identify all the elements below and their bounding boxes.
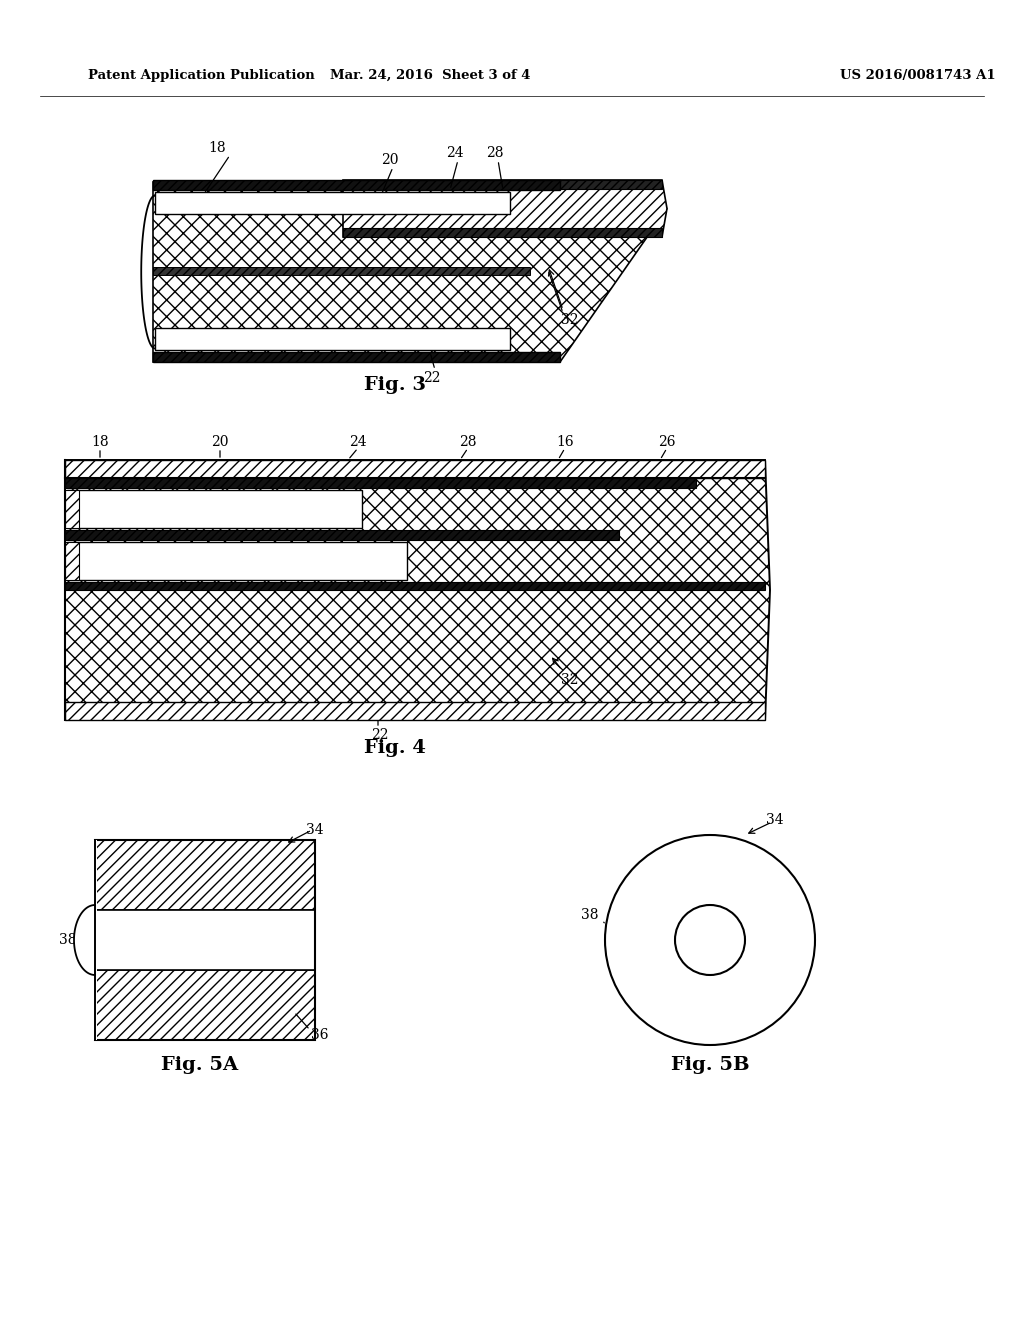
Bar — [67, 543, 407, 579]
Bar — [153, 352, 560, 362]
Bar — [67, 490, 362, 528]
Text: 22: 22 — [372, 729, 389, 742]
Bar — [95, 840, 315, 1040]
Text: Fig. 4: Fig. 4 — [365, 739, 426, 756]
Text: Patent Application Publication: Patent Application Publication — [88, 69, 314, 82]
Bar — [65, 459, 765, 478]
Text: 38: 38 — [59, 933, 77, 946]
Text: 18: 18 — [91, 436, 109, 449]
Bar — [155, 191, 510, 214]
Text: Fig. 3: Fig. 3 — [364, 376, 426, 393]
Polygon shape — [343, 180, 667, 238]
Bar — [74, 840, 97, 1040]
Bar — [65, 582, 765, 590]
Circle shape — [605, 836, 815, 1045]
Text: 24: 24 — [349, 436, 367, 449]
Bar — [65, 478, 696, 488]
Text: 28: 28 — [459, 436, 477, 449]
Text: Fig. 5B: Fig. 5B — [671, 1056, 750, 1074]
Text: 32: 32 — [561, 673, 579, 686]
Bar — [65, 702, 765, 719]
Text: US 2016/0081743 A1: US 2016/0081743 A1 — [840, 69, 995, 82]
Bar — [343, 180, 662, 189]
Text: 32: 32 — [561, 313, 579, 327]
Text: 24: 24 — [446, 147, 464, 160]
Bar — [155, 327, 510, 350]
Text: 28: 28 — [486, 147, 504, 160]
Text: 34: 34 — [766, 813, 783, 828]
Text: 36: 36 — [311, 1028, 329, 1041]
Text: 20: 20 — [381, 153, 398, 168]
Text: 20: 20 — [211, 436, 228, 449]
Text: Mar. 24, 2016  Sheet 3 of 4: Mar. 24, 2016 Sheet 3 of 4 — [330, 69, 530, 82]
Text: 18: 18 — [208, 141, 226, 154]
Bar — [65, 531, 620, 540]
Text: Fig. 5A: Fig. 5A — [162, 1056, 239, 1074]
Text: 22: 22 — [423, 371, 440, 385]
Bar — [95, 909, 315, 970]
Text: 26: 26 — [658, 436, 676, 449]
Polygon shape — [153, 182, 667, 362]
Bar — [95, 840, 315, 909]
Circle shape — [675, 906, 745, 975]
Bar — [65, 490, 79, 528]
Text: 38: 38 — [582, 908, 599, 921]
Bar — [153, 180, 560, 190]
Bar — [65, 543, 79, 579]
Bar — [153, 267, 530, 275]
Bar — [343, 228, 662, 238]
Text: 34: 34 — [306, 822, 324, 837]
Polygon shape — [65, 459, 770, 719]
Bar — [95, 970, 315, 1040]
Text: 16: 16 — [556, 436, 573, 449]
